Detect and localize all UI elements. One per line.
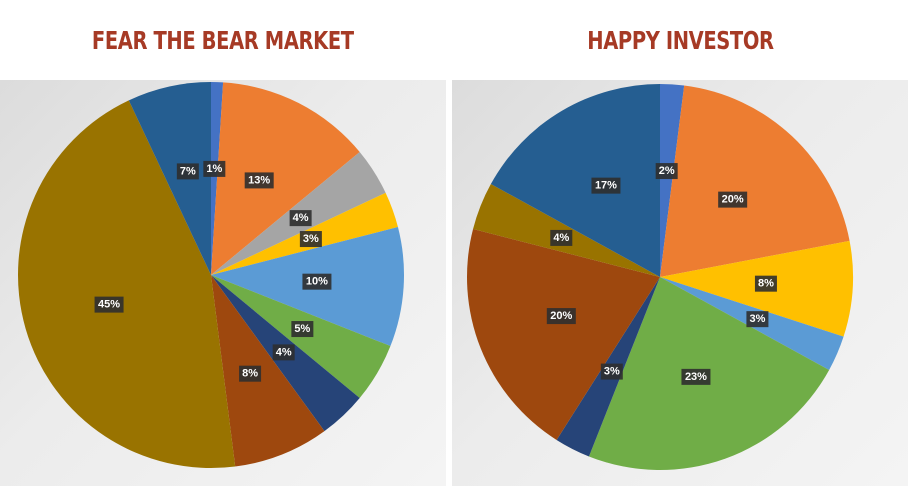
data-label: 3% xyxy=(600,363,623,380)
data-label-text: 17% xyxy=(595,180,617,192)
data-label-text: 20% xyxy=(550,310,572,322)
chart-title: HAPPY INVESTOR xyxy=(452,0,908,80)
chart-title: FEAR THE BEAR MARKET xyxy=(0,0,446,80)
pie-slice xyxy=(211,82,224,275)
data-label: 7% xyxy=(176,163,199,180)
pie-slice xyxy=(211,82,360,275)
data-label: 10% xyxy=(302,273,332,290)
data-label-text: 8% xyxy=(758,278,774,290)
pie-slice xyxy=(17,100,236,468)
data-label-text: 2% xyxy=(659,165,675,177)
data-label: 8% xyxy=(754,275,777,292)
data-label-text: 8% xyxy=(242,368,258,380)
data-label: 4% xyxy=(289,210,312,227)
pie-slice xyxy=(467,229,660,440)
data-label: 5% xyxy=(291,321,314,338)
pie-slice xyxy=(660,85,850,277)
pie-slice xyxy=(128,82,211,275)
data-label: 13% xyxy=(244,172,274,189)
data-label: 4% xyxy=(550,229,573,246)
data-label-text: 20% xyxy=(722,194,744,206)
chart-panel-happy: HAPPY INVESTOR 2% 20% 8% 3% 23% 3% 20% 4% 17% xyxy=(452,0,908,486)
data-label: 3% xyxy=(746,311,769,328)
data-label-text: 10% xyxy=(306,276,328,288)
data-label-text: 4% xyxy=(293,212,309,224)
data-label-text: 3% xyxy=(749,313,765,325)
pie-chart-happy: 2% 20% 8% 3% 23% 3% 20% 4% 17% xyxy=(467,83,853,470)
data-label-text: 3% xyxy=(604,366,620,378)
data-label-text: 5% xyxy=(294,323,310,335)
data-label: 17% xyxy=(591,177,621,194)
chart-panel-fear: FEAR THE BEAR MARKET 1% 13% 4% 3% 10% 5% 4% 8% 4… xyxy=(0,0,446,486)
divider xyxy=(446,80,452,486)
pie-chart-fear: 1%13%4%3%10%5%4%8%45%7% xyxy=(17,82,404,468)
data-label-text: 45% xyxy=(98,299,120,311)
data-label: 4% xyxy=(272,344,295,361)
data-label-text: 4% xyxy=(276,346,292,358)
data-label: 20% xyxy=(718,191,748,208)
data-label-text: 23% xyxy=(685,371,707,383)
pie-slice xyxy=(211,275,325,467)
data-label: 45% xyxy=(94,296,124,313)
data-label: 1% xyxy=(203,160,226,177)
data-label-text: 1% xyxy=(206,163,222,175)
data-label-text: 7% xyxy=(180,165,196,177)
data-label: 20% xyxy=(546,308,576,325)
data-label: 8% xyxy=(239,365,262,382)
data-label-text: 13% xyxy=(248,174,270,186)
data-label-text: 4% xyxy=(553,232,569,244)
pie-slice xyxy=(660,84,685,277)
data-label: 3% xyxy=(299,231,322,248)
data-label: 23% xyxy=(681,368,711,385)
data-label: 2% xyxy=(655,163,678,180)
data-label-text: 3% xyxy=(303,233,319,245)
pie-slice xyxy=(490,83,660,277)
